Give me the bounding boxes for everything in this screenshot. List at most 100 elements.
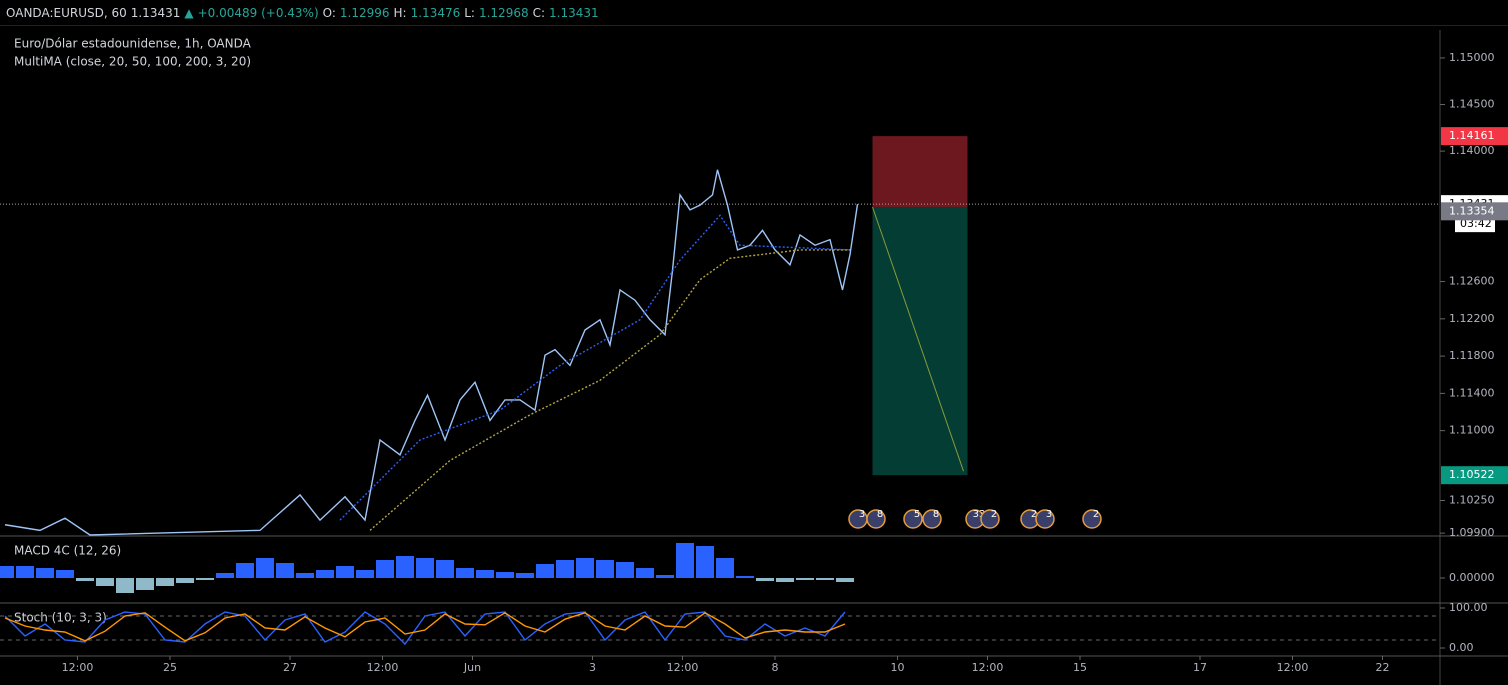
macd-bar <box>336 566 354 578</box>
events: 3 8 5 8 33 2 2 3 2 <box>848 509 1102 529</box>
last: 1.13431 <box>130 5 181 20</box>
label: L: <box>464 5 475 20</box>
macd-bar <box>436 560 454 578</box>
macd-bar <box>396 556 414 578</box>
panel-title: MACD 4C (12, 26) <box>14 544 121 558</box>
y-tick-label: 1.14000 <box>1449 144 1495 157</box>
symbol[interactable]: OANDA:EURUSD, 60 <box>6 5 127 20</box>
macd-bar <box>256 558 274 578</box>
series-line <box>4 611 846 642</box>
macd-bar <box>0 566 14 578</box>
price-tag <box>1441 127 1508 146</box>
macd-bar <box>596 560 614 578</box>
y-tick-label: 0.00 <box>1449 641 1474 654</box>
stop-zone <box>872 136 968 208</box>
low: 1.12968 <box>478 5 529 20</box>
x-tick-label: 8 <box>772 661 779 674</box>
macd-bar <box>476 570 494 578</box>
y-tick-label: 1.15000 <box>1449 51 1495 64</box>
macd-bar <box>836 578 854 582</box>
panel-subtitle: MultiMA (close, 20, 50, 100, 200, 3, 20) <box>14 55 251 69</box>
macd-bar <box>156 578 174 586</box>
event-count: 8 <box>877 509 883 520</box>
symbol-header: OANDA:EURUSD, 60 1.13431 ▲ +0.00489 (+0.… <box>0 0 1508 26</box>
macd-bar <box>96 578 114 586</box>
x-tick-label: 15 <box>1073 661 1087 674</box>
macd-bar <box>736 576 754 578</box>
y-tick-label: 100.00 <box>1449 601 1488 614</box>
event-icon <box>1035 509 1055 529</box>
macd-bar <box>716 558 734 578</box>
countdown: 03:42 <box>1460 217 1492 230</box>
x-tick-label: 12:00 <box>1277 661 1309 674</box>
macd-bar <box>416 558 434 578</box>
open: 1.12996 <box>339 5 390 20</box>
macd-bar <box>616 562 634 578</box>
macd-bar <box>576 558 594 578</box>
macd-bar <box>556 560 574 578</box>
macd-bar <box>696 546 714 578</box>
macd-bar <box>816 578 834 580</box>
event-icon <box>980 509 1000 529</box>
x-tick-label: 17 <box>1193 661 1207 674</box>
arrow: ▲ <box>184 5 194 20</box>
event-icon <box>922 509 942 529</box>
x-tick-label: 25 <box>163 661 177 674</box>
x-tick-label: 10 <box>891 661 905 674</box>
event-count: 3 <box>1046 509 1052 520</box>
x-tick-label: Jun <box>463 661 481 674</box>
macd-bar <box>236 563 254 578</box>
macd-bar <box>376 560 394 578</box>
change: +0.00489 (+0.43%) <box>197 5 319 20</box>
event-count: 2 <box>1093 509 1099 520</box>
event-count: 5 <box>914 509 920 520</box>
event-icon <box>903 509 923 529</box>
x-tick-label: 22 <box>1376 661 1390 674</box>
price-tag <box>1441 466 1508 485</box>
label: C: <box>532 5 546 20</box>
macd-bar <box>296 573 314 578</box>
x-tick-label: 12:00 <box>667 661 699 674</box>
panel-title: Euro/Dólar estadounidense, 1h, OANDA <box>14 37 252 51</box>
macd-bar <box>36 568 54 578</box>
label: O: <box>322 5 336 20</box>
macd-bar <box>496 572 514 578</box>
macd-bar <box>16 566 34 578</box>
x-tick-label: 12:00 <box>62 661 94 674</box>
macd-bar <box>116 578 134 593</box>
series-line <box>339 214 851 521</box>
x-tick-label: 12:00 <box>367 661 399 674</box>
y-tick-label: 1.12600 <box>1449 275 1495 288</box>
event-icon <box>866 509 886 529</box>
panel-title: Stoch (10, 3, 3) <box>14 611 107 625</box>
macd-bar <box>796 578 814 580</box>
y-tick-label: 1.10250 <box>1449 494 1495 507</box>
macd-bar <box>516 573 534 578</box>
macd-bar <box>136 578 154 590</box>
label: H: <box>393 5 407 20</box>
macd-bar <box>456 568 474 578</box>
macd-bar <box>76 578 94 581</box>
macd-bar <box>656 575 674 578</box>
event-count: 2 <box>991 509 997 520</box>
y-tick-label: 0.00000 <box>1449 571 1495 584</box>
macd-bar <box>196 578 214 580</box>
event-icon <box>1082 509 1102 529</box>
macd-bar <box>356 570 374 578</box>
macd-bar <box>176 578 194 583</box>
price-tag-label: 1.14161 <box>1449 129 1495 142</box>
price-tag-label: 1.10522 <box>1449 468 1495 481</box>
series-line <box>4 611 846 646</box>
price-tag-label: 1.13354 <box>1449 204 1495 217</box>
macd-bar <box>216 573 234 578</box>
macd-bar <box>636 568 654 578</box>
price-tag <box>1441 202 1508 221</box>
macd-bar <box>276 563 294 578</box>
y-tick-label: 1.12200 <box>1449 312 1495 325</box>
y-tick-label: 1.09900 <box>1449 526 1495 539</box>
y-tick-label: 1.11800 <box>1449 349 1495 362</box>
y-tick-label: 1.11400 <box>1449 386 1495 399</box>
x-tick-label: 27 <box>283 661 297 674</box>
